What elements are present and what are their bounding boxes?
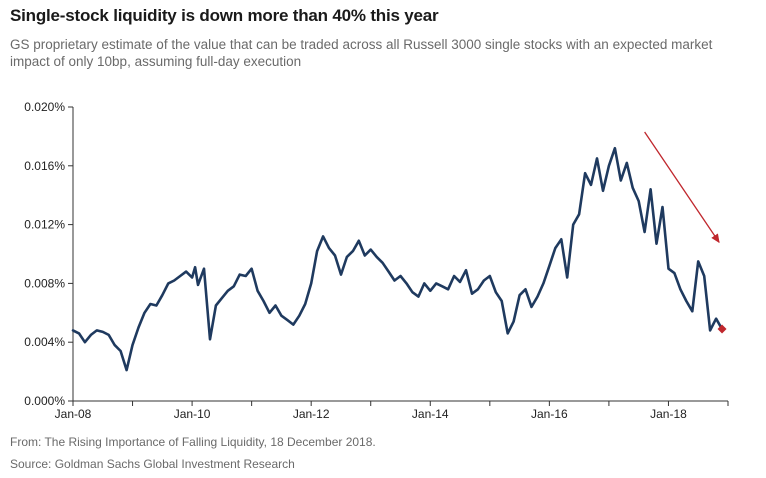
x-tick-label: Jan-10 [174, 407, 211, 421]
y-tick-label: 0.016% [24, 159, 65, 173]
source-credit: Source: Goldman Sachs Global Investment … [10, 457, 295, 471]
y-tick-label: 0.012% [24, 218, 65, 232]
trend-arrow [644, 131, 720, 244]
source-citation: From: The Rising Importance of Falling L… [10, 435, 376, 449]
y-tick-label: 0.000% [24, 394, 65, 408]
x-tick-label: Jan-12 [293, 407, 330, 421]
line-chart: 0.000% 0.004% 0.008% 0.012% 0.016% 0.020% Jan-… [24, 100, 729, 421]
y-tick-label: 0.020% [24, 100, 65, 114]
x-tick-label: Jan-18 [650, 407, 687, 421]
y-tick-label: 0.008% [24, 276, 65, 290]
chart-subtitle: GS proprietary estimate of the value tha… [10, 37, 713, 69]
series-line [71, 146, 724, 372]
y-tick-label: 0.004% [24, 335, 65, 349]
x-tick-label: Jan-14 [412, 407, 449, 421]
x-tick-label: Jan-16 [531, 407, 568, 421]
end-point-marker [717, 324, 727, 334]
chart-title: Single-stock liquidity is down more than… [10, 6, 439, 25]
x-tick-label: Jan-08 [55, 407, 92, 421]
